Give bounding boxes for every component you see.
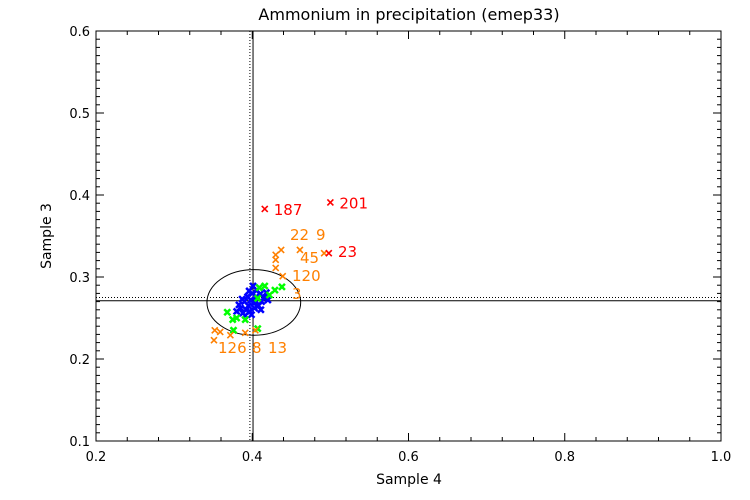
y-tick-label: 0.1 bbox=[69, 435, 90, 450]
data-point-near bbox=[260, 282, 269, 290]
point-label: 3 bbox=[292, 285, 302, 303]
data-point-suspect bbox=[216, 328, 224, 336]
plot-frame bbox=[95, 30, 722, 442]
point-label: 120 bbox=[292, 267, 321, 285]
confidence-ellipse bbox=[206, 269, 302, 336]
x-tick-label: 1.0 bbox=[711, 450, 732, 465]
data-point-outliers bbox=[325, 249, 333, 257]
data-point-near bbox=[253, 294, 262, 303]
data-point-ok bbox=[243, 292, 252, 301]
x-tick-label: 0.4 bbox=[242, 450, 263, 465]
data-point-ok bbox=[263, 296, 272, 304]
point-label: 13 bbox=[268, 339, 287, 357]
data-point-ok bbox=[232, 307, 241, 316]
point-label: 23 bbox=[338, 243, 357, 261]
data-point-ok bbox=[247, 310, 256, 319]
data-point-near bbox=[241, 315, 250, 324]
data-point-ok bbox=[238, 295, 246, 304]
point-label: 187 bbox=[274, 201, 303, 219]
x-tick-label: 0.8 bbox=[554, 450, 575, 465]
y-tick-label: 0.6 bbox=[69, 25, 90, 40]
x-tick-label: 0.2 bbox=[86, 450, 107, 465]
y-axis-label: Sample 3 bbox=[39, 203, 55, 269]
point-label: 126 bbox=[218, 339, 247, 357]
data-point-suspect bbox=[296, 246, 304, 254]
x-axis-label: Sample 4 bbox=[376, 472, 442, 488]
y-tick-label: 0.3 bbox=[69, 271, 90, 286]
data-point-near bbox=[255, 283, 264, 292]
data-point-near bbox=[223, 308, 232, 317]
data-point-suspect bbox=[251, 326, 259, 334]
x-tick-label: 0.6 bbox=[398, 450, 419, 465]
y-tick-label: 0.4 bbox=[69, 189, 90, 204]
data-point-near bbox=[265, 291, 274, 299]
point-label: 9 bbox=[316, 226, 326, 244]
data-point-ok bbox=[235, 300, 243, 309]
data-point-suspect bbox=[272, 256, 280, 264]
point-label: 22 bbox=[290, 226, 309, 244]
data-point-outliers bbox=[326, 198, 334, 206]
data-point-near bbox=[228, 315, 237, 324]
data-point-suspect bbox=[210, 336, 218, 344]
data-point-ok bbox=[250, 304, 259, 313]
data-point-near bbox=[278, 282, 286, 291]
y-tick-label: 0.5 bbox=[69, 107, 90, 122]
data-point-suspect bbox=[272, 264, 280, 272]
data-point-ok bbox=[256, 305, 265, 314]
data-point-suspect bbox=[277, 246, 285, 254]
point-label: 8 bbox=[252, 339, 262, 357]
data-point-suspect bbox=[211, 326, 219, 334]
y-tick-label: 0.2 bbox=[69, 353, 90, 368]
data-point-suspect bbox=[241, 329, 249, 337]
data-point-ok bbox=[249, 282, 257, 290]
data-point-suspect bbox=[279, 272, 287, 280]
data-point-near bbox=[271, 286, 279, 295]
data-point-near bbox=[229, 326, 238, 335]
point-label: 45 bbox=[300, 249, 319, 267]
data-point-suspect bbox=[226, 331, 234, 339]
point-label: 201 bbox=[339, 194, 368, 212]
data-point-outliers bbox=[261, 205, 269, 213]
chart-title: Ammonium in precipitation (emep33) bbox=[258, 5, 559, 24]
